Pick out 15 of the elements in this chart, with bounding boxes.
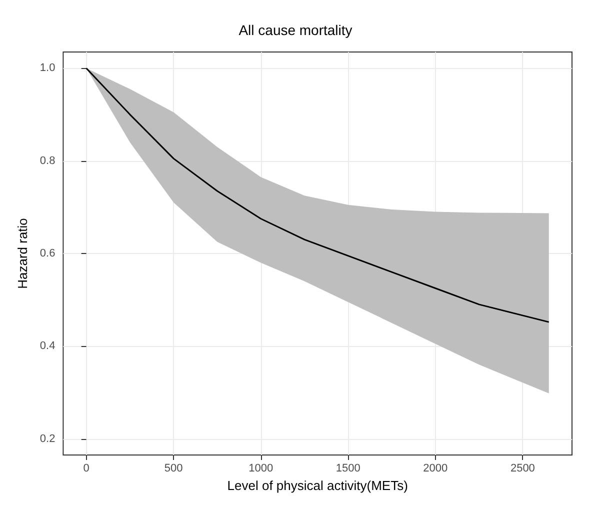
y-tick-label: 0.8 — [40, 154, 56, 167]
x-tick-label: 1000 — [248, 462, 274, 474]
x-tick-label: 2000 — [423, 462, 448, 474]
y-tick-label: 0.2 — [40, 432, 56, 445]
y-tick-label: 0.4 — [40, 340, 56, 352]
x-tick-label: 2500 — [510, 462, 535, 474]
x-tick-label: 500 — [164, 462, 183, 474]
x-tick-label: 0 — [83, 462, 90, 474]
chart-title: All cause mortality — [238, 22, 352, 38]
line-series — [86, 67, 550, 323]
x-axis-title: Level of physical activity(METs) — [227, 478, 408, 493]
y-axis-title: Hazard ratio — [15, 218, 30, 289]
y-tick-label: 0.6 — [40, 248, 56, 260]
y-tick-label: 1.0 — [40, 62, 56, 74]
x-tick-label: 1500 — [336, 462, 360, 474]
